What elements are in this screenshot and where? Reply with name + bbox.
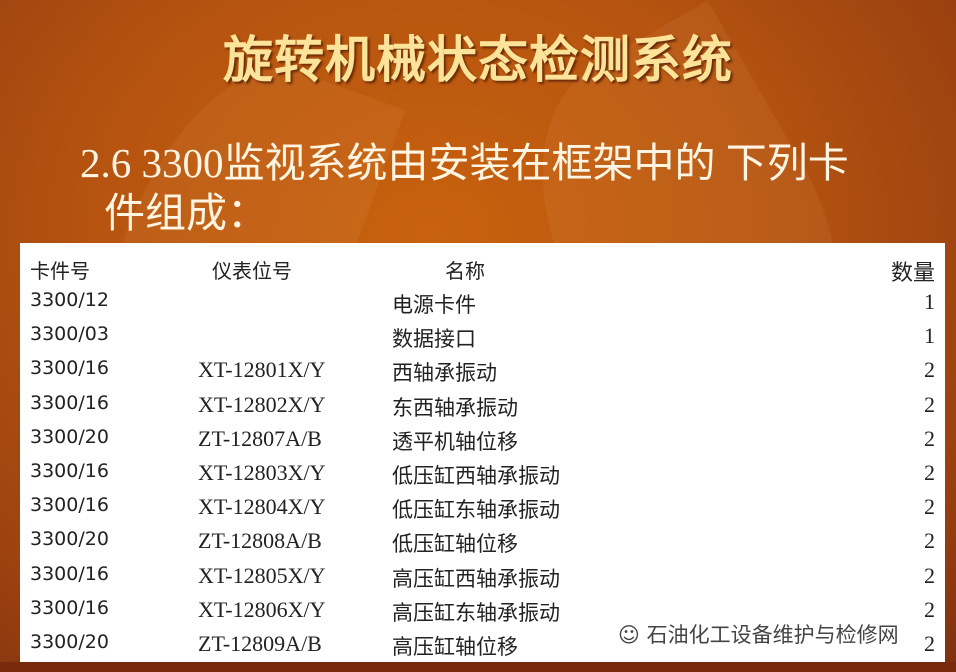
- card-number: 3300/16: [30, 357, 109, 380]
- quantity: 2: [924, 460, 935, 485]
- table-row: 3300/16 XT-12802X/Y 东西轴承振动 2: [20, 392, 945, 426]
- quantity: 2: [924, 528, 935, 554]
- instrument-tag: XT-12806X/Y: [198, 596, 326, 622]
- watermark-text: 石油化工设备维护与检修网: [646, 623, 899, 647]
- table-header: 卡件号 仪表位号 名称 数量: [20, 255, 945, 289]
- slide-title: 旋转机械状态检测系统: [223, 32, 733, 88]
- instrument-tag: ZT-12809A/B: [198, 631, 322, 656]
- header-name: 名称: [445, 259, 485, 283]
- card-number: 3300/03: [30, 323, 109, 346]
- card-name: 东西轴承振动: [392, 395, 518, 420]
- card-number: 3300/20: [30, 528, 109, 551]
- card-name: 低压缸轴位移: [392, 532, 518, 557]
- watermark: ☺ 石油化工设备维护与检修网: [618, 619, 899, 649]
- header-card: 卡件号: [30, 259, 90, 283]
- card-name: 低压缸东轴承振动: [392, 498, 560, 523]
- card-name: 电源卡件: [392, 293, 476, 317]
- instrument-tag: XT-12803X/Y: [198, 460, 326, 485]
- quantity: 2: [924, 357, 935, 383]
- quantity: 2: [924, 562, 935, 588]
- header-qty: 数量: [890, 260, 935, 285]
- quantity: 2: [924, 425, 935, 451]
- quantity: 1: [924, 323, 935, 349]
- card-name: 高压缸轴位移: [392, 635, 518, 659]
- quantity: 2: [924, 494, 935, 520]
- bottom-bar: [0, 662, 956, 672]
- table-row: 3300/20 ZT-12809A/B 高压缸轴位移 2: [20, 631, 945, 665]
- slide-subtitle: 2.6 3300监视系统由安装在框架中的 下列卡 件组成：: [80, 138, 910, 238]
- table-row: 3300/03 数据接口 1: [20, 323, 945, 357]
- header-tag: 仪表位号: [212, 259, 292, 283]
- instrument-tag: XT-12804X/Y: [198, 494, 326, 520]
- instrument-tag: XT-12801X/Y: [198, 357, 326, 383]
- card-name: 高压缸东轴承振动: [392, 600, 560, 625]
- subtitle-line-1: 2.6 3300监视系统由安装在框架中的 下列卡: [80, 140, 849, 186]
- subtitle-line-2: 件组成：: [104, 190, 268, 236]
- card-name: 数据接口: [392, 327, 476, 352]
- wechat-icon: ☺: [618, 623, 640, 647]
- table-row: 3300/20 ZT-12807A/B 透平机轴位移 2: [20, 426, 945, 460]
- card-number: 3300/12: [30, 289, 109, 311]
- instrument-tag: ZT-12808A/B: [198, 528, 322, 554]
- card-number: 3300/16: [30, 562, 109, 585]
- table-row: 3300/12 电源卡件 1: [20, 289, 945, 323]
- card-number: 3300/16: [30, 460, 109, 482]
- card-name: 高压缸西轴承振动: [392, 566, 560, 591]
- instrument-tag: XT-12805X/Y: [198, 562, 326, 588]
- quantity: 2: [924, 391, 935, 417]
- card-number: 3300/16: [30, 596, 109, 619]
- table-row: 3300/16 XT-12804X/Y 低压缸东轴承振动 2: [20, 494, 945, 528]
- quantity: 2: [924, 596, 935, 622]
- instrument-tag: XT-12802X/Y: [198, 391, 326, 417]
- card-name: 低压缸西轴承振动: [392, 464, 560, 488]
- card-number: 3300/20: [30, 631, 109, 653]
- card-number: 3300/16: [30, 391, 109, 414]
- table-row: 3300/20 ZT-12808A/B 低压缸轴位移 2: [20, 528, 945, 562]
- card-name: 透平机轴位移: [392, 429, 518, 454]
- table-row: 3300/16 XT-12801X/Y 西轴承振动 2: [20, 357, 945, 391]
- table-row: 3300/16 XT-12803X/Y 低压缸西轴承振动 2: [20, 460, 945, 494]
- table-row: 3300/16 XT-12806X/Y 高压缸东轴承振动 2: [20, 597, 945, 631]
- quantity: 2: [924, 631, 935, 656]
- card-number: 3300/16: [30, 494, 109, 517]
- table-row: 3300/16 XT-12805X/Y 高压缸西轴承振动 2: [20, 563, 945, 597]
- quantity: 1: [924, 289, 935, 314]
- instrument-tag: ZT-12807A/B: [198, 425, 322, 451]
- card-name: 西轴承振动: [392, 361, 497, 386]
- card-table: 卡件号 仪表位号 名称 数量 3300/12 电源卡件 1 3300/03 数据接口 1 3…: [20, 243, 945, 662]
- card-number: 3300/20: [30, 425, 109, 448]
